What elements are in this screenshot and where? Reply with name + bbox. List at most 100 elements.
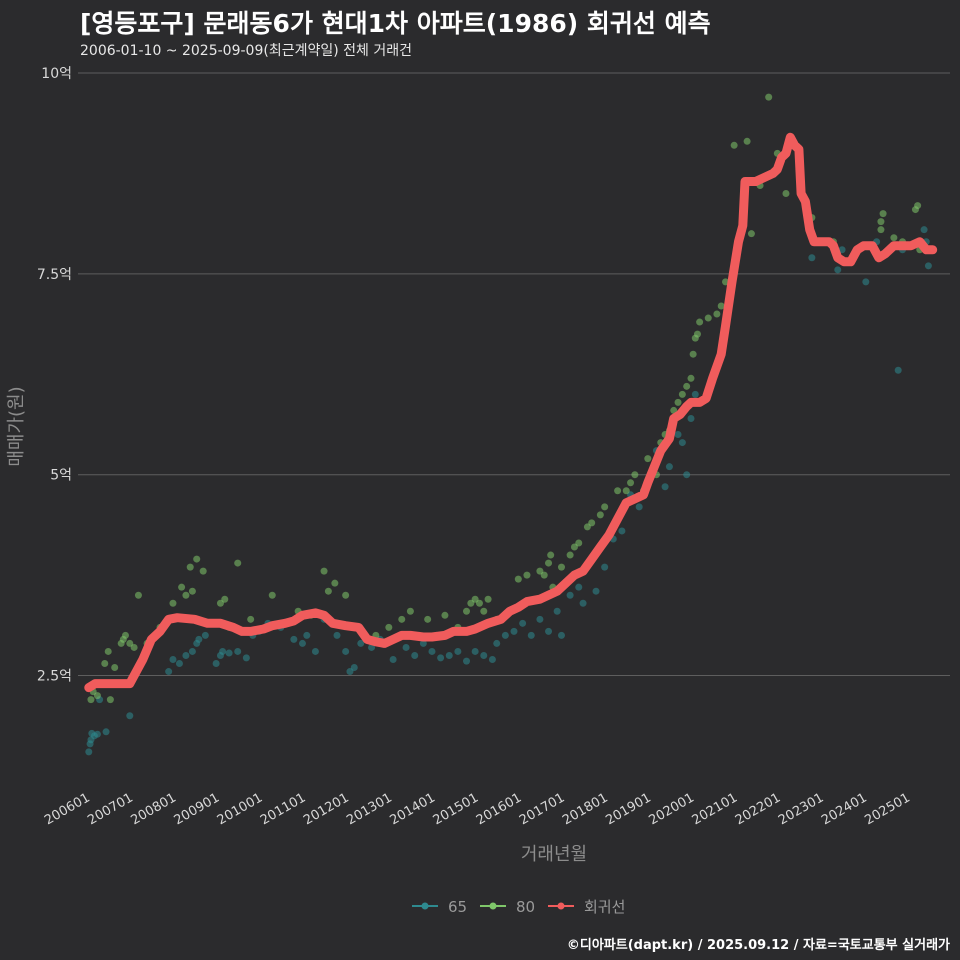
- data-point-80: [199, 567, 207, 575]
- y-tick-label: 10억: [41, 66, 72, 82]
- data-point-80: [588, 519, 596, 527]
- data-point-65: [182, 651, 190, 659]
- data-point-65: [545, 627, 553, 635]
- data-point-65: [527, 631, 535, 639]
- data-point-65: [212, 660, 220, 668]
- x-tick-label: 200901: [172, 790, 222, 828]
- data-point-80: [627, 479, 635, 487]
- data-point-80: [696, 318, 704, 326]
- data-point-65: [501, 631, 509, 639]
- data-point-65: [579, 599, 587, 607]
- data-point-80: [424, 615, 432, 623]
- data-point-80: [463, 607, 471, 615]
- data-point-65: [924, 262, 932, 270]
- legend-item-80: 80: [480, 898, 535, 916]
- data-point-65: [428, 647, 436, 655]
- data-point-65: [618, 527, 626, 535]
- data-point-80: [514, 575, 522, 583]
- data-point-65: [661, 483, 669, 491]
- data-point-80: [730, 141, 738, 149]
- data-point-80: [234, 559, 242, 567]
- y-tick-label: 7.5억: [37, 267, 72, 283]
- data-point-80: [385, 623, 393, 631]
- y-tick-label: 5억: [50, 468, 72, 484]
- data-point-80: [320, 567, 328, 575]
- data-point-80: [717, 302, 725, 310]
- data-point-65: [601, 563, 609, 571]
- y-axis-title: 매매가(원): [6, 386, 27, 466]
- data-point-80: [674, 398, 682, 406]
- data-point-65: [175, 660, 183, 668]
- data-point-65: [195, 635, 203, 643]
- chart-title: [영등포구] 문래동6가 현대1차 아파트(1986) 회귀선 예측: [80, 9, 711, 38]
- data-point-80: [93, 692, 101, 700]
- data-point-80: [914, 202, 922, 210]
- y-axis-ticks: 2.5억 5억 7.5억 10억: [37, 66, 72, 685]
- data-point-80: [484, 595, 492, 603]
- legend-label-65: 65: [448, 898, 467, 916]
- x-axis-ticks: 2006012007012008012009012010012011012012…: [42, 790, 913, 828]
- data-point-80: [782, 190, 790, 198]
- data-point-80: [631, 471, 639, 479]
- data-point-65: [437, 654, 445, 662]
- data-point-65: [419, 639, 427, 647]
- data-point-80: [879, 210, 887, 218]
- data-point-65: [411, 651, 419, 659]
- data-point-80: [221, 595, 229, 603]
- legend: 65 80 회귀선: [412, 898, 625, 916]
- data-point-65: [674, 431, 682, 439]
- regression-line-group: [84, 132, 938, 693]
- data-point-80: [622, 487, 630, 495]
- data-point-80: [704, 314, 712, 322]
- data-point-80: [557, 563, 565, 571]
- data-point-65: [683, 471, 691, 479]
- data-point-80: [104, 647, 112, 655]
- x-tick-label: 201601: [474, 790, 524, 828]
- data-point-80: [406, 607, 414, 615]
- data-point-65: [920, 226, 928, 234]
- data-point-80: [480, 607, 488, 615]
- data-point-80: [178, 583, 186, 591]
- data-point-65: [445, 651, 453, 659]
- data-point-80: [713, 310, 721, 318]
- data-point-80: [689, 350, 697, 358]
- data-point-80: [601, 503, 609, 511]
- data-point-65: [553, 607, 561, 615]
- data-point-65: [93, 730, 101, 738]
- data-point-80: [342, 591, 350, 599]
- data-point-80: [130, 643, 138, 651]
- x-tick-label: 202101: [690, 790, 740, 828]
- x-tick-label: 201101: [258, 790, 308, 828]
- data-point-80: [575, 539, 583, 547]
- x-tick-label: 201001: [215, 790, 265, 828]
- data-point-65: [165, 668, 173, 676]
- data-point-65: [290, 635, 298, 643]
- data-point-65: [536, 615, 544, 623]
- data-point-65: [389, 655, 397, 663]
- data-point-65: [808, 254, 816, 262]
- data-point-80: [87, 696, 95, 704]
- x-tick-label: 201801: [560, 790, 610, 828]
- data-point-80: [693, 330, 701, 338]
- data-point-65: [169, 655, 177, 663]
- data-point-80: [121, 631, 129, 639]
- data-point-65: [219, 647, 227, 655]
- data-point-65: [454, 647, 462, 655]
- data-point-65: [480, 651, 488, 659]
- data-point-80: [644, 455, 652, 463]
- data-point-80: [743, 137, 751, 145]
- data-point-65: [225, 649, 233, 657]
- x-tick-label: 200601: [42, 790, 92, 828]
- data-point-80: [134, 591, 142, 599]
- data-point-80: [441, 611, 449, 619]
- data-point-65: [333, 631, 341, 639]
- data-point-80: [111, 664, 119, 672]
- source-caption: ©디아파트(dapt.kr) / 2025.09.12 / 자료=국토교통부 실…: [566, 938, 950, 953]
- data-point-65: [862, 278, 870, 286]
- data-point-65: [201, 631, 209, 639]
- data-point-80: [877, 218, 885, 226]
- data-point-65: [493, 639, 501, 647]
- data-point-65: [85, 748, 93, 756]
- data-point-65: [691, 390, 699, 398]
